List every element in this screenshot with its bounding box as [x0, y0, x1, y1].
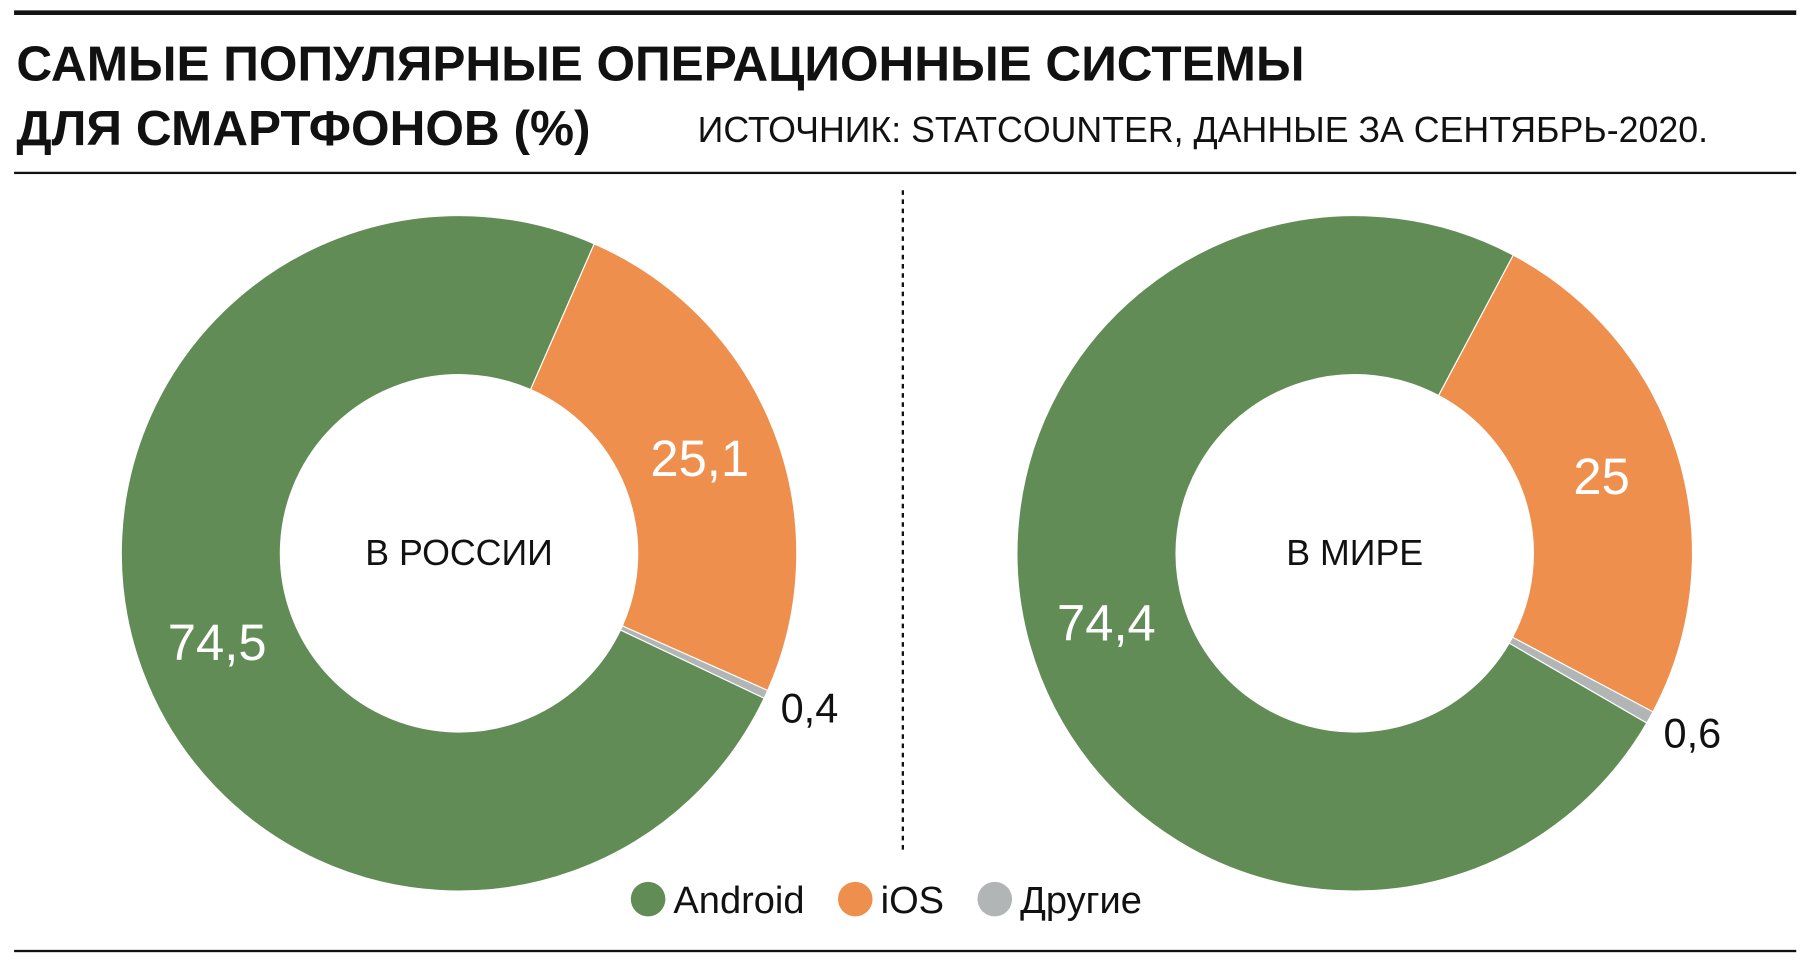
bottom-rule — [14, 949, 1797, 953]
legend-label: iOS — [881, 880, 944, 922]
rule — [14, 171, 1797, 175]
value-label: 0,4 — [781, 685, 839, 732]
value-label: 25,1 — [650, 430, 749, 487]
value-label: 74,5 — [168, 614, 267, 671]
value-label: 0,6 — [1664, 710, 1722, 757]
donut-segment — [1508, 636, 1654, 724]
legend-swatch — [630, 881, 666, 917]
donut-segment — [120, 214, 765, 892]
donut-segment — [1437, 254, 1694, 713]
legend-swatch — [837, 881, 873, 917]
donut-segment — [529, 243, 798, 692]
donut-segment — [619, 625, 769, 699]
center-label: В МИРЕ — [1286, 533, 1423, 573]
source: ИСТОЧНИК: STATCOUNTER, ДАННЫЕ ЗА СЕНТЯБР… — [698, 110, 1708, 150]
legend-label: Android — [673, 880, 804, 922]
value-label: 25 — [1573, 448, 1629, 505]
title: САМЫЕ ПОПУЛЯРНЫЕ ОПЕРАЦИОННЫЕ СИСТЕМЫ — [16, 36, 1304, 92]
legend-swatch — [977, 881, 1013, 917]
center-label: В РОССИИ — [365, 533, 553, 573]
legend-label: Другие — [1020, 880, 1142, 922]
top-rule — [14, 10, 1797, 15]
value-label: 74,4 — [1057, 594, 1156, 651]
donut-segment — [1016, 214, 1648, 892]
title: ДЛЯ СМАРТФОНОВ (%) — [16, 100, 590, 156]
